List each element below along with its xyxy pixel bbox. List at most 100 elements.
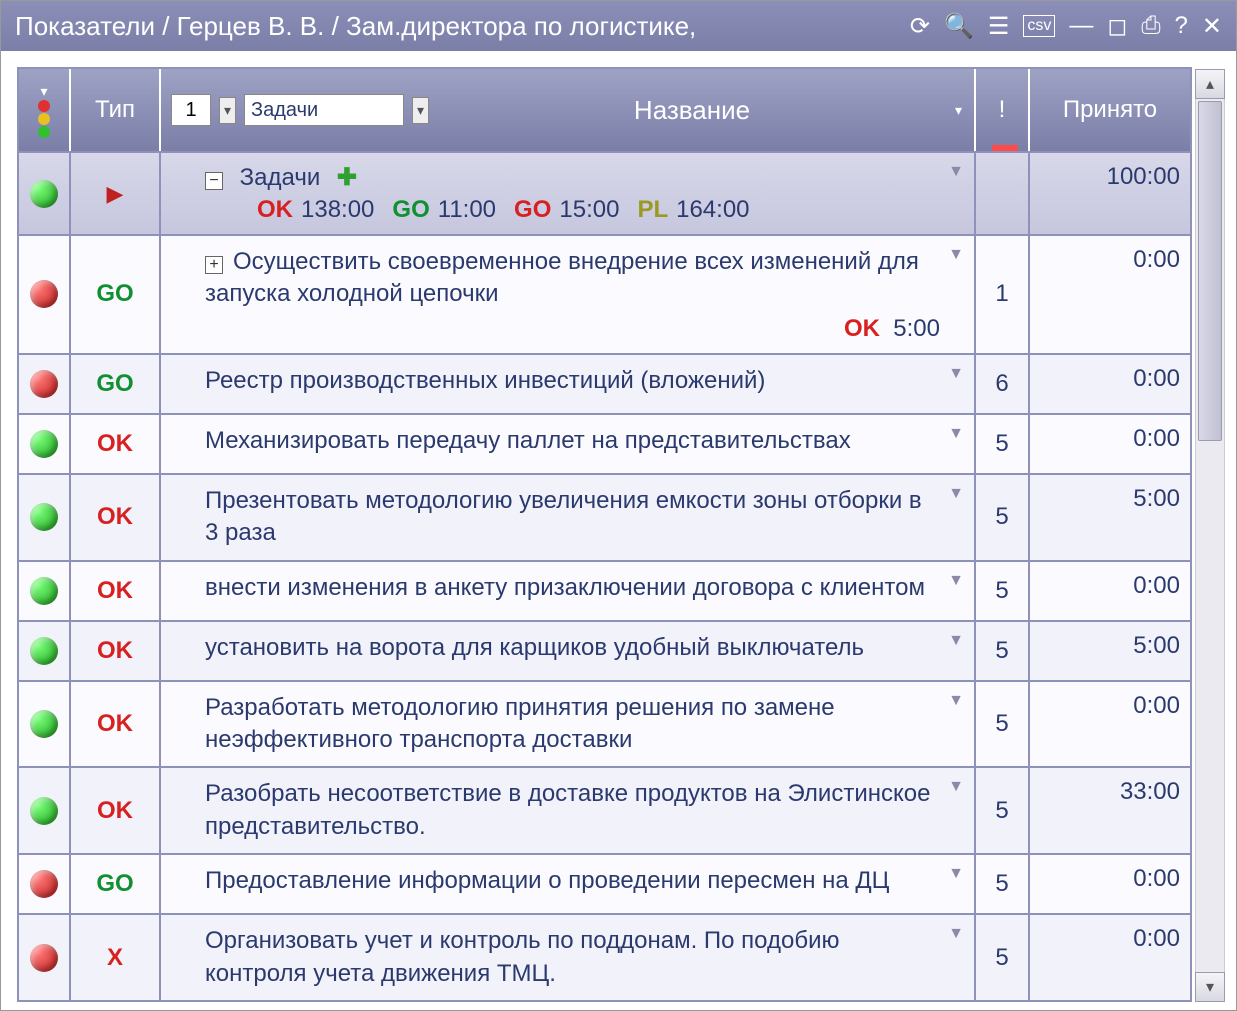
row-title-cell: внести изменения в анкету призаключении …	[161, 562, 976, 620]
status-dot-icon	[30, 577, 58, 605]
status-dot-icon	[30, 944, 58, 972]
chevron-down-icon[interactable]: ▼	[948, 778, 964, 796]
row-title: Разобрать несоответствие в доставке прод…	[205, 780, 930, 839]
expand-toggle[interactable]: +	[205, 256, 223, 274]
row-priority-cell: 5	[976, 915, 1030, 1000]
rows-container: GO+Осуществить своевременное внедрение в…	[19, 234, 1190, 1000]
row-title: Презентовать методологию увеличения емко…	[205, 487, 922, 546]
row-priority: 5	[995, 870, 1008, 898]
chevron-down-icon[interactable]: ▾	[955, 102, 962, 119]
chevron-down-icon[interactable]: ▼	[948, 632, 964, 650]
scroll-thumb[interactable]	[1198, 101, 1222, 441]
refresh-icon[interactable]: ⟳	[910, 12, 930, 41]
row-status-cell	[19, 622, 71, 680]
row-status-cell	[19, 562, 71, 620]
row-title: установить на ворота для карщиков удобны…	[205, 634, 864, 661]
row-status-cell	[19, 415, 71, 473]
scroll-up-button[interactable]: ▴	[1195, 69, 1225, 99]
row-priority-cell: 5	[976, 475, 1030, 560]
summary-accepted-value: 100:00	[1107, 163, 1180, 191]
summary-bang-cell	[976, 153, 1030, 234]
table-row[interactable]: OKустановить на ворота для карщиков удоб…	[19, 620, 1190, 680]
minimize-icon[interactable]: —	[1069, 12, 1093, 40]
chevron-down-icon[interactable]: ▼	[948, 425, 964, 443]
summary-type-cell: ▶	[71, 153, 161, 234]
chevron-down-icon[interactable]: ▼	[948, 246, 964, 264]
status-dot-icon	[30, 180, 58, 208]
table-row[interactable]: GOРеестр производственных инвестиций (вл…	[19, 353, 1190, 413]
table-row[interactable]: GOПредоставление информации о проведении…	[19, 853, 1190, 913]
row-accepted: 5:00	[1133, 632, 1180, 660]
priority-header-label: !	[999, 96, 1006, 124]
chevron-down-icon[interactable]: ▼	[948, 365, 964, 383]
sort-indicator	[992, 145, 1018, 151]
accepted-header-label: Принято	[1063, 96, 1157, 124]
level-input[interactable]	[171, 94, 211, 126]
row-type: OK	[97, 577, 133, 605]
help-icon[interactable]: ?	[1175, 12, 1188, 40]
chevron-down-icon[interactable]: ▾	[219, 97, 236, 124]
row-priority: 5	[995, 577, 1008, 605]
scroll-track[interactable]	[1195, 99, 1225, 972]
collapse-toggle[interactable]: −	[205, 172, 223, 190]
chevron-down-icon[interactable]: ▼	[948, 925, 964, 943]
titlebar-toolbar: ⟳ 🔍 ☰ csv — ◻ ⎙ ? ✕	[910, 12, 1222, 41]
chevron-down-icon[interactable]: ▾	[412, 97, 429, 124]
search-icon[interactable]: 🔍	[944, 12, 974, 41]
chip-value: 11:00	[438, 196, 496, 223]
col-header-accepted[interactable]: Принято	[1030, 69, 1190, 151]
row-type-cell: GO	[71, 355, 161, 413]
col-header-priority[interactable]: !	[976, 69, 1030, 151]
row-status-cell	[19, 682, 71, 767]
row-accepted-cell: 33:00	[1030, 768, 1190, 853]
maximize-icon[interactable]: ◻	[1107, 12, 1127, 41]
chevron-down-icon[interactable]: ▼	[948, 485, 964, 503]
chevron-down-icon[interactable]: ▼	[948, 692, 964, 710]
substat-label: OK	[844, 315, 880, 342]
row-status-cell	[19, 855, 71, 913]
table-row[interactable]: OK внести изменения в анкету призаключени…	[19, 560, 1190, 620]
vertical-scrollbar[interactable]: ▴ ▾	[1192, 67, 1228, 1002]
col-header-type[interactable]: Тип	[71, 69, 161, 151]
table-row[interactable]: X Организовать учет и контроль по поддона…	[19, 913, 1190, 1000]
row-status-cell	[19, 355, 71, 413]
csv-icon[interactable]: csv	[1023, 15, 1055, 37]
row-type-cell: OK	[71, 475, 161, 560]
play-icon[interactable]: ▶	[107, 181, 124, 207]
row-accepted: 0:00	[1133, 365, 1180, 393]
close-icon[interactable]: ✕	[1202, 12, 1222, 41]
table-row[interactable]: OKРазработать методологию принятия решен…	[19, 680, 1190, 767]
add-icon[interactable]: ✚	[337, 164, 357, 191]
table-row[interactable]: OK Презентовать методологию увеличения ем…	[19, 473, 1190, 560]
col-header-status[interactable]: ▾	[19, 69, 71, 151]
row-accepted: 0:00	[1133, 572, 1180, 600]
row-accepted-cell: 0:00	[1030, 855, 1190, 913]
type-header-label: Тип	[95, 96, 135, 124]
row-accepted: 33:00	[1120, 778, 1180, 806]
row-substat: OK 5:00	[205, 315, 940, 343]
category-select[interactable]	[244, 94, 404, 126]
row-title: Организовать учет и контроль по поддонам…	[205, 927, 840, 986]
chevron-down-icon[interactable]: ▼	[948, 572, 964, 590]
print-icon[interactable]: ⎙	[1141, 12, 1160, 40]
table-row[interactable]: OKРазобрать несоответствие в доставке пр…	[19, 766, 1190, 853]
row-type: OK	[97, 503, 133, 531]
row-title-cell: Разобрать несоответствие в доставке прод…	[161, 768, 976, 853]
row-type-cell: GO	[71, 855, 161, 913]
table-row[interactable]: GO+Осуществить своевременное внедрение в…	[19, 234, 1190, 353]
chevron-down-icon[interactable]: ▼	[948, 163, 964, 181]
chevron-down-icon[interactable]: ▼	[948, 865, 964, 883]
row-title-cell: Разработать методологию принятия решения…	[161, 682, 976, 767]
row-type-cell: X	[71, 915, 161, 1000]
summary-chip: PL164:00	[637, 196, 749, 224]
list-icon[interactable]: ☰	[988, 12, 1010, 41]
row-accepted: 0:00	[1133, 246, 1180, 274]
row-type: X	[107, 944, 123, 972]
chip-value: 164:00	[676, 196, 749, 223]
row-accepted-cell: 5:00	[1030, 475, 1190, 560]
scroll-down-button[interactable]: ▾	[1195, 972, 1225, 1002]
content-area: ▾ Тип ▾ ▾ На	[1, 51, 1236, 1010]
row-status-cell	[19, 236, 71, 353]
table-row[interactable]: OKМеханизировать передачу паллет на пред…	[19, 413, 1190, 473]
row-title-cell: Реестр производственных инвестиций (влож…	[161, 355, 976, 413]
